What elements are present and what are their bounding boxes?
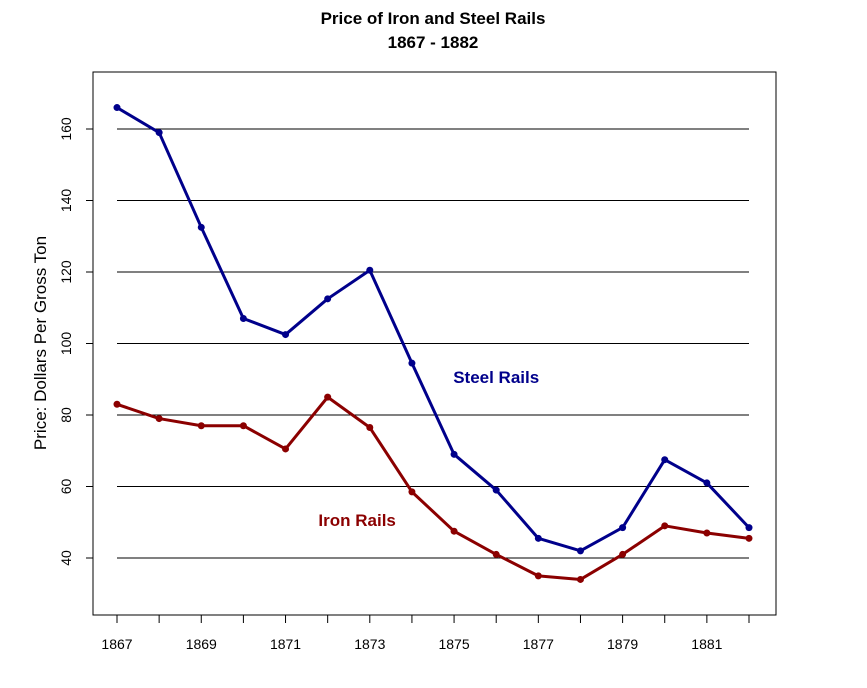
data-point-iron-rails-1876 (492, 550, 500, 558)
data-point-iron-rails-1882 (745, 534, 753, 542)
data-point-steel-rails-1882 (745, 524, 753, 532)
y-tick-label-40: 40 (58, 550, 74, 566)
data-point-steel-rails-1871 (282, 331, 290, 339)
x-tick-label-1869: 1869 (186, 636, 217, 652)
series-line-iron-rails (116, 395, 750, 581)
data-point-iron-rails-1869 (197, 422, 205, 430)
series-layer: Steel Rails Iron Rails (113, 104, 753, 583)
data-point-iron-rails-1872 (324, 393, 332, 401)
data-point-steel-rails-1881 (703, 479, 711, 487)
grid-lines (117, 128, 749, 559)
x-tick-label-1875: 1875 (438, 636, 469, 652)
y-tick-label-100: 100 (58, 332, 74, 356)
data-point-steel-rails-1873 (366, 266, 374, 274)
x-axis: 1867 1869 1871 1873 1875 1877 1879 1881 (101, 615, 750, 652)
x-tick-label-1877: 1877 (523, 636, 554, 652)
data-point-iron-rails-1873 (366, 424, 374, 432)
data-point-iron-rails-1868 (155, 415, 163, 423)
y-tick-label-80: 80 (58, 407, 74, 423)
data-point-steel-rails-1874 (408, 359, 416, 367)
data-point-iron-rails-1881 (703, 529, 711, 537)
chart-subtitle: 1867 - 1882 (388, 33, 479, 52)
data-point-steel-rails-1876 (492, 486, 500, 494)
data-point-iron-rails-1870 (239, 422, 247, 430)
data-point-steel-rails-1875 (450, 450, 458, 458)
data-point-iron-rails-1880 (661, 522, 669, 530)
data-point-iron-rails-1877 (534, 572, 542, 580)
data-point-iron-rails-1878 (576, 575, 584, 583)
data-point-steel-rails-1868 (155, 129, 163, 137)
data-point-iron-rails-1867 (113, 400, 121, 408)
data-point-iron-rails-1871 (282, 445, 290, 453)
y-tick-label-120: 120 (58, 260, 74, 284)
x-tick-label-1871: 1871 (270, 636, 301, 652)
data-point-steel-rails-1879 (619, 524, 627, 532)
x-tick-label-1879: 1879 (607, 636, 638, 652)
data-point-steel-rails-1877 (534, 534, 542, 542)
y-tick-label-160: 160 (58, 117, 74, 141)
data-point-steel-rails-1878 (576, 547, 584, 555)
y-tick-label-140: 140 (58, 189, 74, 213)
data-point-iron-rails-1879 (619, 550, 627, 558)
data-point-steel-rails-1880 (661, 456, 669, 464)
data-point-steel-rails-1867 (113, 104, 121, 112)
series-label-iron-rails: Iron Rails (318, 511, 395, 530)
data-point-steel-rails-1869 (197, 223, 205, 231)
data-point-steel-rails-1870 (239, 314, 247, 322)
series-label-steel-rails: Steel Rails (453, 368, 539, 387)
data-point-steel-rails-1872 (324, 295, 332, 303)
data-point-iron-rails-1874 (408, 488, 416, 496)
x-tick-label-1881: 1881 (691, 636, 722, 652)
chart-title: Price of Iron and Steel Rails (321, 9, 546, 28)
y-tick-label-60: 60 (58, 479, 74, 495)
data-point-iron-rails-1875 (450, 527, 458, 535)
y-axis-label: Price: Dollars Per Gross Ton (31, 236, 50, 450)
x-tick-label-1867: 1867 (101, 636, 132, 652)
series-line-steel-rails (116, 106, 751, 553)
y-axis: 40 60 80 100 120 140 160 (58, 117, 93, 566)
x-tick-label-1873: 1873 (354, 636, 385, 652)
